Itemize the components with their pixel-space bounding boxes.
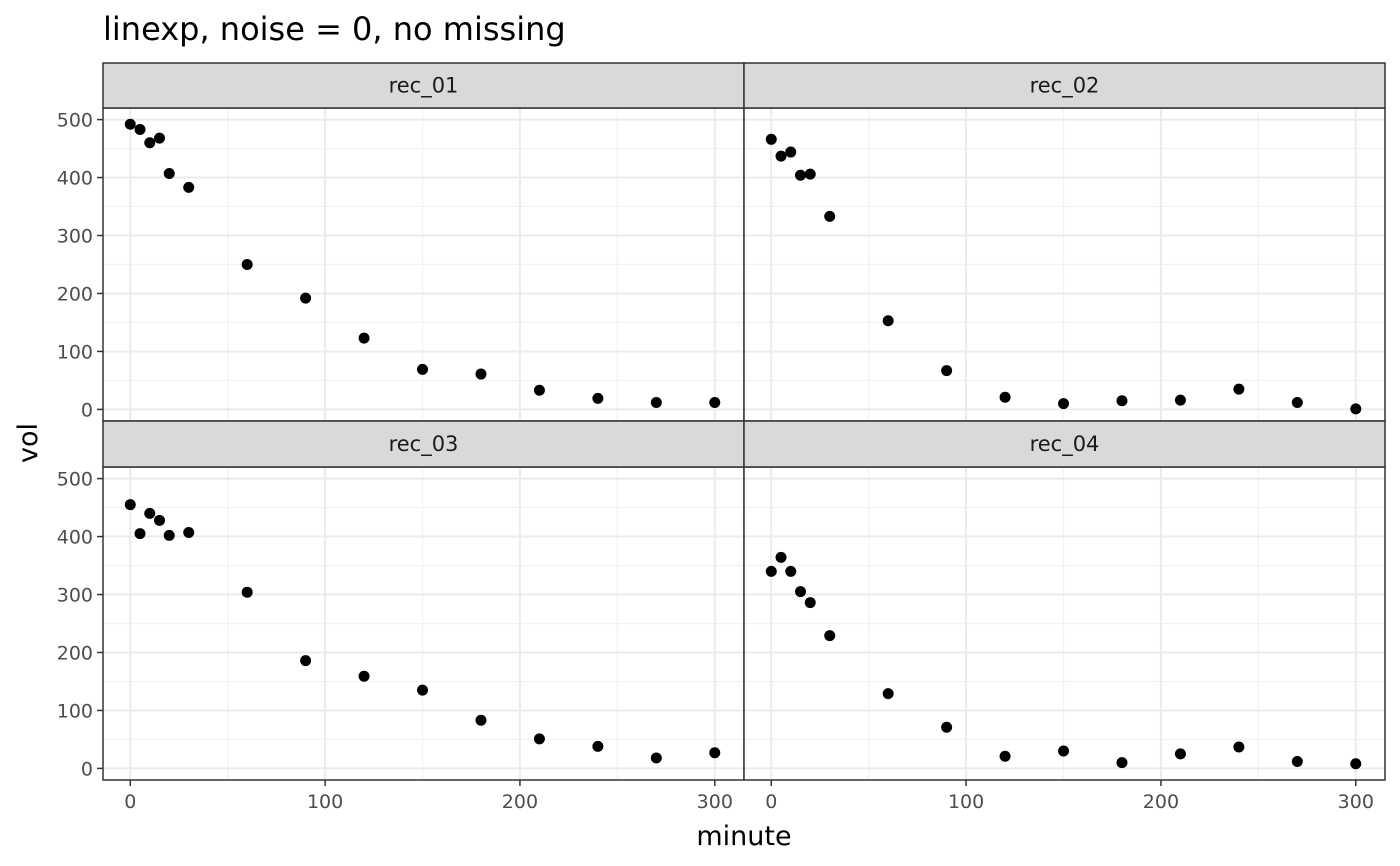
y-tick-label: 500 xyxy=(57,110,93,132)
data-point xyxy=(592,740,604,752)
panels-group: rec_01 rec_02 rec_03 rec_04 xyxy=(102,62,1386,781)
x-tick-label: 200 xyxy=(502,791,538,813)
data-point xyxy=(775,150,787,162)
y-tick-label: 0 xyxy=(81,399,93,421)
panel-rec_01: rec_01 xyxy=(102,62,745,422)
data-point xyxy=(795,586,807,598)
x-tick-label: 200 xyxy=(1143,791,1179,813)
y-tick-label: 400 xyxy=(57,168,93,190)
y-axis-title: vol xyxy=(13,423,44,463)
data-point xyxy=(1291,755,1303,767)
data-point xyxy=(475,714,487,726)
data-point xyxy=(1116,757,1128,769)
y-tick-label: 200 xyxy=(57,283,93,305)
data-point xyxy=(999,391,1011,403)
y-tick-label: 500 xyxy=(57,469,93,491)
x-tick-label: 300 xyxy=(697,791,733,813)
data-point xyxy=(795,169,807,181)
y-tick-label: 300 xyxy=(57,585,93,607)
data-point xyxy=(765,565,777,577)
data-point xyxy=(882,688,894,700)
facet-strip xyxy=(102,62,745,109)
data-point xyxy=(241,259,253,270)
data-point xyxy=(775,551,787,563)
data-point xyxy=(154,514,166,526)
data-point xyxy=(1233,383,1245,395)
x-axis-ticks: 0 100 200 300 0 100 200 300 xyxy=(124,780,1374,813)
data-point xyxy=(124,499,136,511)
facet-strip-label: rec_02 xyxy=(1030,74,1100,99)
data-point xyxy=(999,750,1011,762)
data-point xyxy=(144,137,156,149)
data-point xyxy=(134,123,146,135)
data-point xyxy=(824,210,836,222)
y-axis-ticks: 0 100 200 300 400 500 0 100 200 300 400 500 xyxy=(57,110,103,780)
y-tick-label: 100 xyxy=(57,341,93,363)
data-point xyxy=(1174,748,1186,760)
data-point xyxy=(592,392,604,404)
data-point xyxy=(134,528,146,540)
data-point xyxy=(358,332,370,344)
data-point xyxy=(533,384,545,396)
x-tick-label: 0 xyxy=(765,791,777,813)
data-point xyxy=(358,670,370,682)
facet-strip xyxy=(743,420,1386,468)
facet-strip-label: rec_04 xyxy=(1030,432,1100,457)
data-point xyxy=(765,133,777,145)
panel-rec_04: rec_04 xyxy=(743,420,1386,781)
data-point xyxy=(804,168,816,180)
data-point xyxy=(882,315,894,327)
y-tick-label: 0 xyxy=(81,758,93,780)
data-point xyxy=(941,721,953,733)
y-tick-label: 100 xyxy=(57,700,93,722)
y-tick-label: 400 xyxy=(57,527,93,549)
data-point xyxy=(1058,745,1070,757)
data-point xyxy=(1174,394,1186,406)
data-point xyxy=(1058,398,1070,410)
data-point xyxy=(300,655,312,667)
data-point xyxy=(1350,758,1362,770)
data-point xyxy=(163,529,175,541)
data-point xyxy=(154,132,166,144)
data-point xyxy=(650,396,662,408)
data-point xyxy=(241,586,253,598)
facet-strip-label: rec_01 xyxy=(389,74,459,99)
y-tick-label: 200 xyxy=(57,642,93,664)
panel-rec_02: rec_02 xyxy=(743,62,1386,422)
data-point xyxy=(709,747,721,759)
data-point xyxy=(709,396,721,408)
data-point xyxy=(650,752,662,764)
data-point xyxy=(163,167,175,179)
data-point xyxy=(533,733,545,745)
data-point xyxy=(183,526,195,538)
data-point xyxy=(1291,396,1303,408)
facet-strip xyxy=(743,62,1386,109)
data-point xyxy=(475,368,487,380)
data-point xyxy=(144,507,156,519)
x-axis-title: minute xyxy=(696,821,791,852)
data-point xyxy=(804,597,816,609)
data-point xyxy=(1116,395,1128,407)
x-tick-label: 100 xyxy=(948,791,984,813)
data-point xyxy=(1233,741,1245,753)
data-point xyxy=(417,684,429,696)
data-point xyxy=(300,292,312,304)
data-point xyxy=(124,118,136,130)
x-tick-label: 300 xyxy=(1338,791,1374,813)
y-tick-label: 300 xyxy=(57,226,93,248)
data-point xyxy=(1350,403,1362,415)
x-tick-label: 100 xyxy=(307,791,343,813)
data-point xyxy=(824,630,836,642)
data-point xyxy=(417,363,429,375)
data-point xyxy=(183,181,195,193)
facet-strip-label: rec_03 xyxy=(389,432,459,457)
chart-title: linexp, noise = 0, no missing xyxy=(103,10,566,48)
x-tick-label: 0 xyxy=(124,791,136,813)
panel-rec_03: rec_03 xyxy=(102,420,745,781)
data-point xyxy=(785,565,797,577)
data-point xyxy=(785,146,797,158)
data-point xyxy=(941,365,953,377)
facet-strip xyxy=(102,420,745,468)
